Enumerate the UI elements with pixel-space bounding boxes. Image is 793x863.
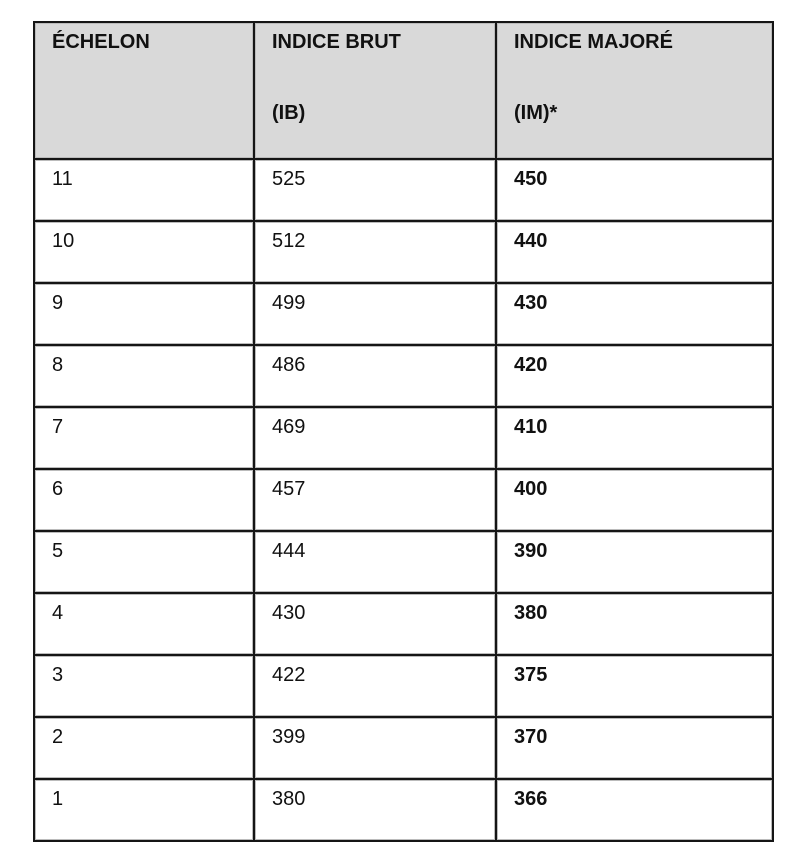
cell-indice-brut: 499 [253, 282, 497, 346]
cell-echelon: 8 [33, 344, 255, 408]
cell-indice-majore: 450 [495, 158, 774, 222]
cell-indice-brut: 380 [253, 778, 497, 842]
cell-indice-majore: 390 [495, 530, 774, 594]
cell-indice-majore: 430 [495, 282, 774, 346]
header-indice-brut: INDICE BRUT (IB) [253, 21, 497, 160]
header-echelon: ÉCHELON [33, 21, 255, 160]
header-text: ÉCHELON [52, 31, 150, 53]
cell-echelon: 10 [33, 220, 255, 284]
cell-echelon: 2 [33, 716, 255, 780]
cell-indice-majore: 400 [495, 468, 774, 532]
table-row: 10 512 440 [33, 220, 774, 284]
table-row: 9 499 430 [33, 282, 774, 346]
cell-indice-majore: 440 [495, 220, 774, 284]
cell-echelon: 11 [33, 158, 255, 222]
cell-indice-brut: 430 [253, 592, 497, 656]
header-row: ÉCHELON INDICE BRUT (IB) INDICE MAJORÉ (IM… [33, 21, 774, 160]
cell-indice-brut: 486 [253, 344, 497, 408]
header-subtext: (IM)* [514, 102, 558, 124]
cell-indice-brut: 512 [253, 220, 497, 284]
header-text: INDICE MAJORÉ [514, 31, 673, 53]
cell-echelon: 7 [33, 406, 255, 470]
cell-echelon: 1 [33, 778, 255, 842]
cell-indice-majore: 366 [495, 778, 774, 842]
cell-indice-brut: 457 [253, 468, 497, 532]
cell-indice-majore: 420 [495, 344, 774, 408]
cell-indice-brut: 469 [253, 406, 497, 470]
cell-indice-brut: 399 [253, 716, 497, 780]
header-subtext: (IB) [272, 102, 306, 124]
table-row: 8 486 420 [33, 344, 774, 408]
cell-echelon: 4 [33, 592, 255, 656]
cell-indice-brut: 525 [253, 158, 497, 222]
table-row: 7 469 410 [33, 406, 774, 470]
cell-indice-brut: 422 [253, 654, 497, 718]
cell-indice-majore: 410 [495, 406, 774, 470]
cell-indice-majore: 380 [495, 592, 774, 656]
header-indice-majore: INDICE MAJORÉ (IM)* [495, 21, 774, 160]
cell-indice-brut: 444 [253, 530, 497, 594]
table-row: 6 457 400 [33, 468, 774, 532]
cell-echelon: 9 [33, 282, 255, 346]
table-row: 5 444 390 [33, 530, 774, 594]
cell-echelon: 6 [33, 468, 255, 532]
cell-echelon: 5 [33, 530, 255, 594]
echelon-index-table: ÉCHELON INDICE BRUT (IB) INDICE MAJORÉ (IM… [33, 21, 774, 842]
table-row: 1 380 366 [33, 778, 774, 842]
table-row: 3 422 375 [33, 654, 774, 718]
cell-echelon: 3 [33, 654, 255, 718]
table-row: 2 399 370 [33, 716, 774, 780]
cell-indice-majore: 370 [495, 716, 774, 780]
header-text: INDICE BRUT [272, 31, 401, 53]
table-row: 11 525 450 [33, 158, 774, 222]
table-row: 4 430 380 [33, 592, 774, 656]
cell-indice-majore: 375 [495, 654, 774, 718]
